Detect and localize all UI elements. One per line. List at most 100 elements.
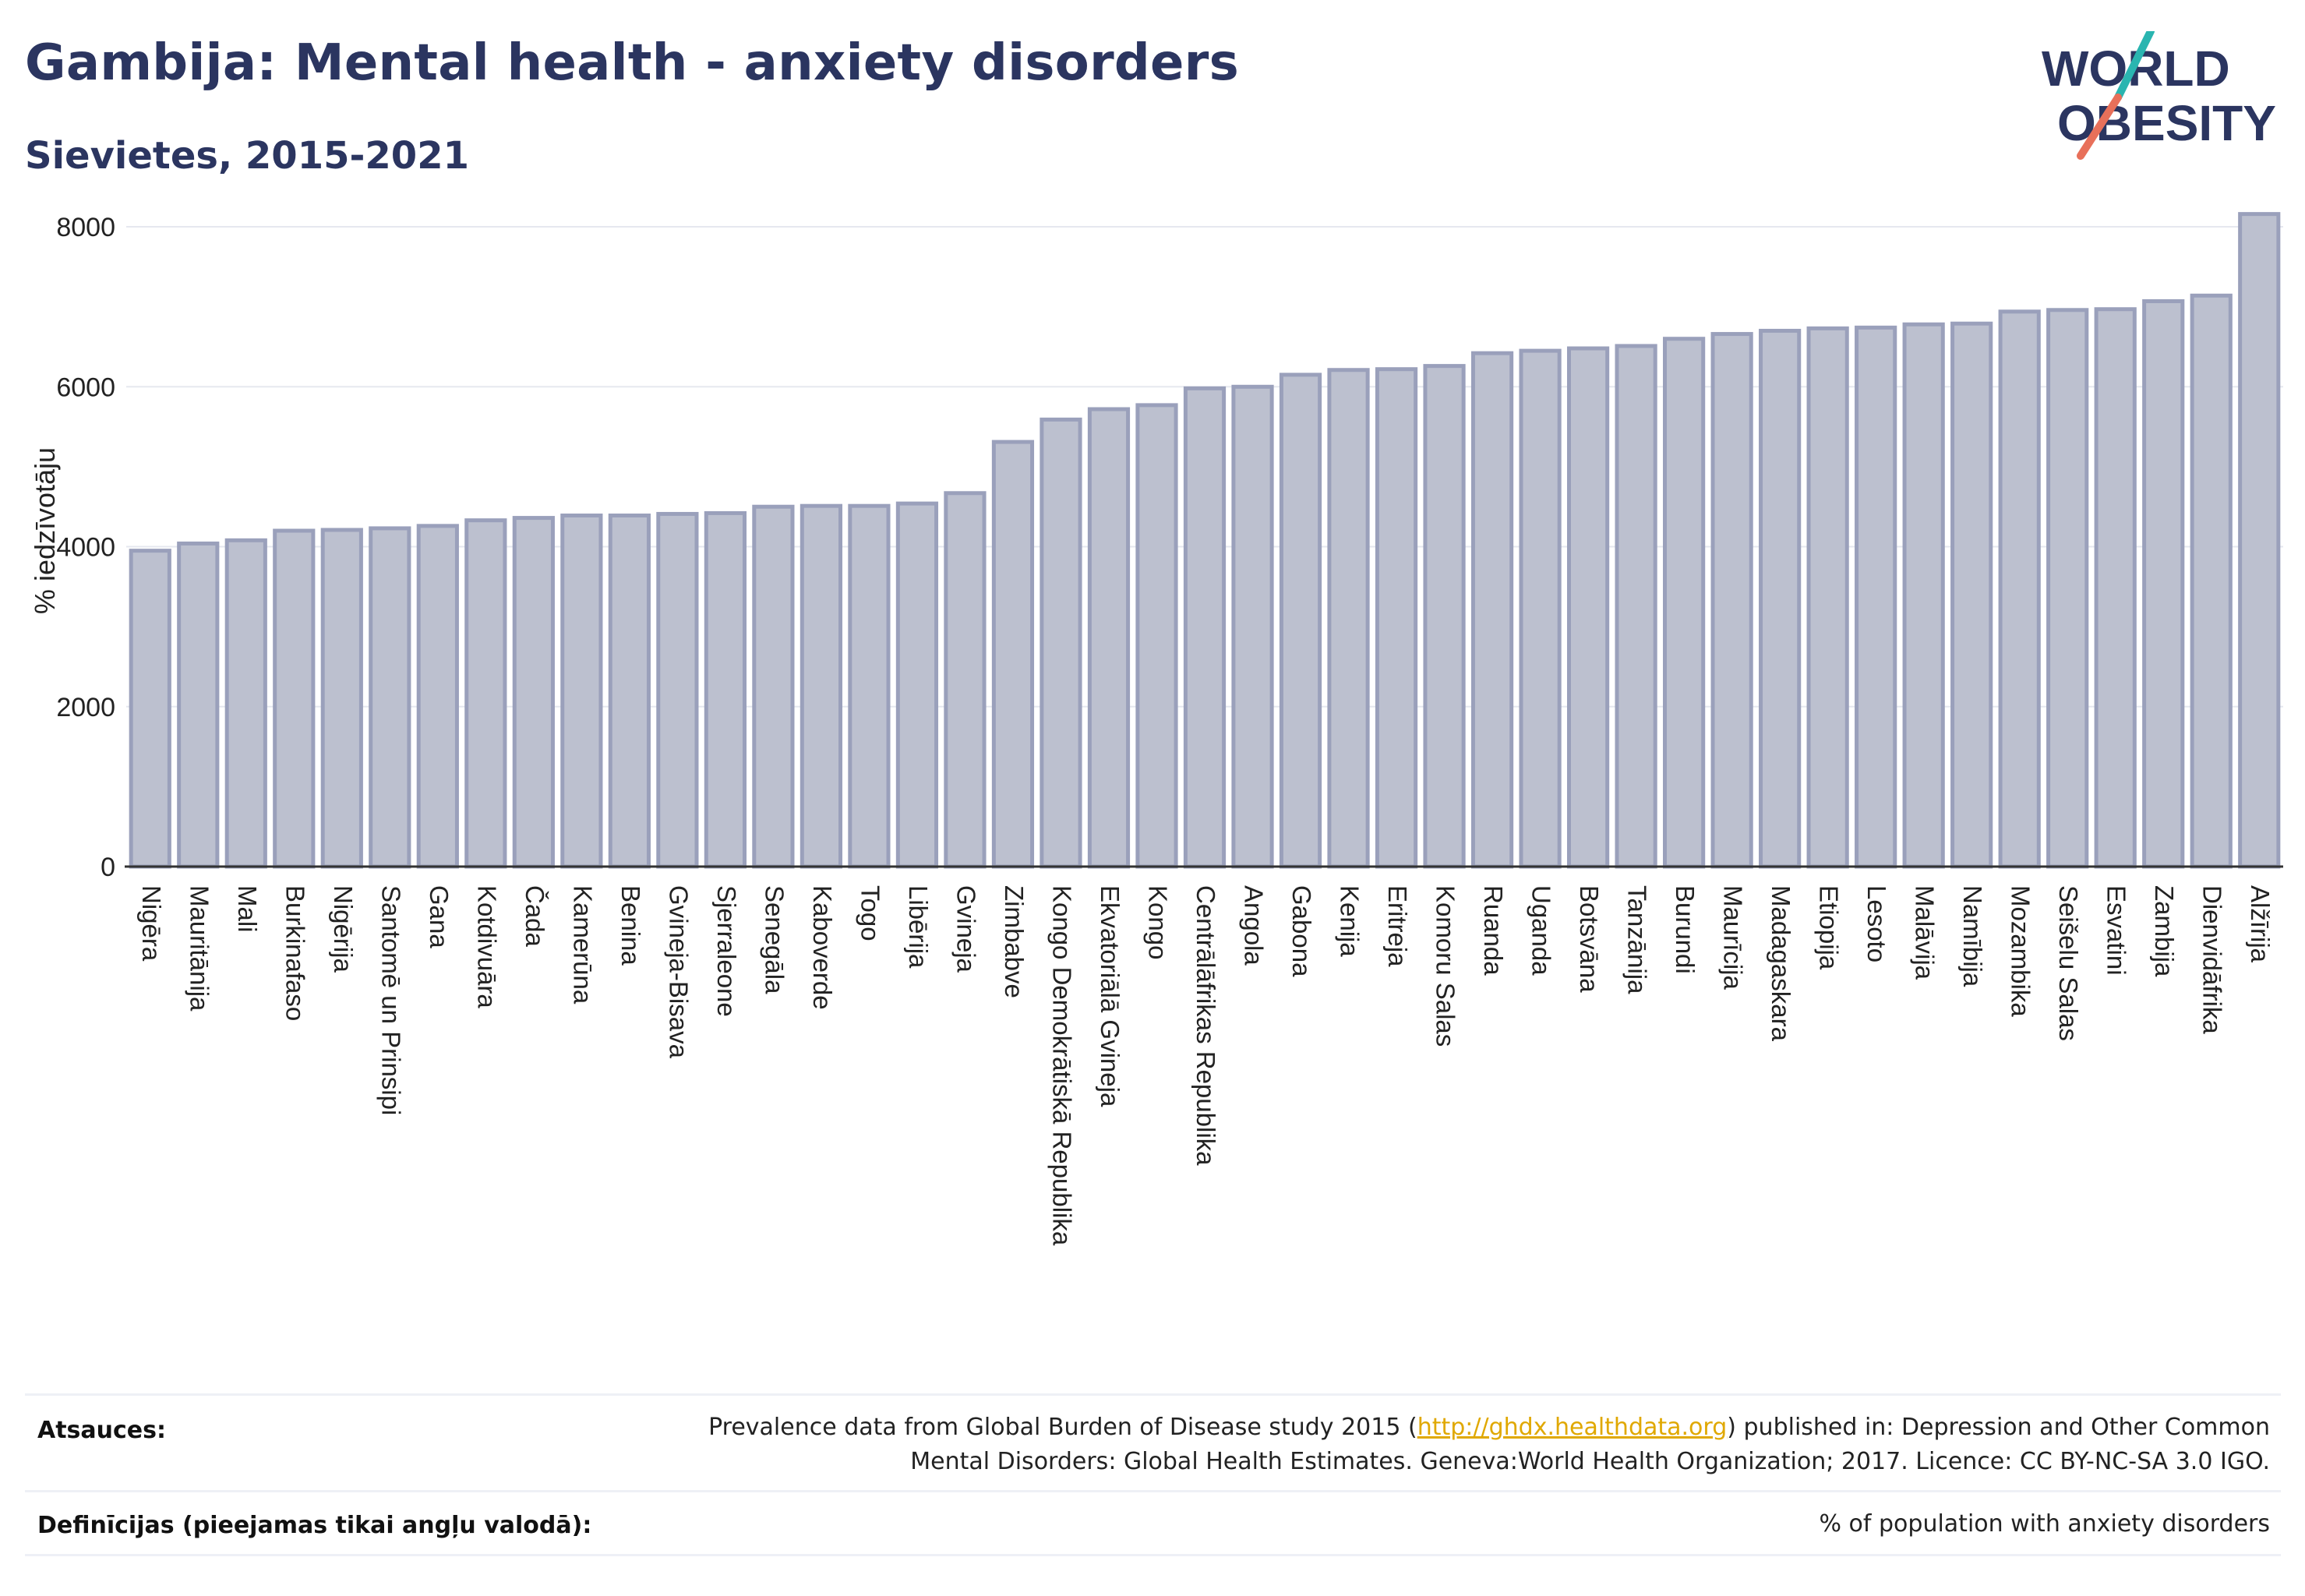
bar xyxy=(369,526,411,869)
logo-slash-teal xyxy=(2114,31,2155,101)
bar xyxy=(2142,298,2185,869)
sources-text-line2: Mental Disorders: Global Health Estimate… xyxy=(910,1448,2270,1475)
y-tick-label: 2000 xyxy=(56,693,115,722)
x-tick-label: Čada xyxy=(521,885,549,948)
x-tick-label: Seišelu Salas xyxy=(2054,885,2083,1041)
bar xyxy=(944,491,987,869)
x-tick-label: Zambija xyxy=(2150,885,2179,977)
page-subtitle: Sievietes, 2015-2021 xyxy=(25,134,469,178)
x-tick-label: Benina xyxy=(616,885,645,966)
bar xyxy=(704,510,747,869)
x-tick-label: Kaboverde xyxy=(808,885,837,1010)
x-tick-label: Gana xyxy=(425,885,454,948)
x-tick-label: Burundi xyxy=(1671,885,1700,974)
x-tick-label: Centrālāfrikas Republika xyxy=(1191,885,1220,1166)
bar xyxy=(1615,344,1657,869)
bar xyxy=(1566,346,1610,869)
bar xyxy=(1470,351,1514,869)
x-tick-label: Lesoto xyxy=(1862,885,1891,962)
sources-text-before: Prevalence data from Global Burden of Di… xyxy=(708,1414,1417,1441)
x-tick-label: Nigērija xyxy=(329,885,358,973)
bar xyxy=(1423,364,1466,869)
bar xyxy=(848,503,891,869)
x-tick-label: Dienvidāfrika xyxy=(2198,885,2227,1034)
x-tick-label: Togo xyxy=(856,885,884,941)
x-tick-label: Komoru Salas xyxy=(1431,885,1460,1047)
bar xyxy=(2238,212,2281,869)
x-tick-label: Libērija xyxy=(904,885,933,969)
sources-text-after: ) published in: Depression and Other Com… xyxy=(1727,1414,2270,1441)
bar xyxy=(320,528,363,869)
x-tick-label: Senegāla xyxy=(760,885,789,994)
bar xyxy=(752,504,795,869)
x-tick-label: Ekvatoriālā Gvineja xyxy=(1096,885,1124,1107)
sources-label: Atsauces: xyxy=(37,1417,166,1444)
x-tick-label: Mauritānija xyxy=(185,885,214,1012)
x-tick-label: Nigēra xyxy=(137,885,166,962)
footer-divider-middle xyxy=(25,1490,2281,1492)
x-tick-label: Gvineja-Bisava xyxy=(664,885,693,1059)
x-tick-label: Kamerūna xyxy=(568,885,597,1005)
sources-link[interactable]: http://ghdx.healthdata.org xyxy=(1417,1414,1728,1441)
x-tick-label: Gvineja xyxy=(951,885,980,973)
bar xyxy=(177,541,220,869)
bar xyxy=(1519,348,1562,869)
bar xyxy=(1998,309,2041,869)
y-tick-label: 6000 xyxy=(56,373,115,402)
x-tick-label: Eritreja xyxy=(1383,885,1412,967)
x-tick-label: Etiopija xyxy=(1815,885,1844,970)
x-tick-label: Mozambika xyxy=(2007,885,2035,1017)
x-tick-label: Kenija xyxy=(1336,885,1364,957)
x-tick-label: Kotdivuāra xyxy=(472,885,501,1008)
x-tick-label: Sjerraleone xyxy=(712,885,741,1017)
y-tick-label: 4000 xyxy=(56,533,115,563)
footer-divider-top xyxy=(25,1393,2281,1396)
y-tick-label: 0 xyxy=(101,853,115,882)
footer-divider-bottom xyxy=(25,1554,2281,1556)
x-tick-label: Botsvāna xyxy=(1575,885,1604,993)
bar xyxy=(1759,328,1802,869)
x-tick-label: Uganda xyxy=(1527,885,1556,976)
bar xyxy=(1279,373,1322,869)
bar xyxy=(416,524,459,869)
bar xyxy=(1087,407,1131,869)
x-tick-label: Namībija xyxy=(1958,885,1987,987)
x-tick-label: Gabona xyxy=(1287,885,1316,977)
bar xyxy=(1231,384,1274,869)
bar xyxy=(1710,332,1753,869)
bar xyxy=(1040,417,1082,869)
bar xyxy=(1902,322,1945,869)
bar xyxy=(1950,321,1993,869)
bar xyxy=(2046,308,2089,869)
x-tick-label: Zimbabve xyxy=(1000,885,1029,998)
bars xyxy=(129,212,2281,869)
x-tick-labels: Nigēra Mauritānija Mali Burkinafaso Nigērija… xyxy=(137,885,2275,1246)
world-obesity-logo: WORLD OBESITY xyxy=(2042,31,2276,160)
bar xyxy=(2190,293,2233,869)
bar xyxy=(1327,368,1370,869)
bar xyxy=(1135,403,1178,869)
x-tick-label: Ruanda xyxy=(1479,885,1508,976)
x-tick-label: Maurīcija xyxy=(1719,885,1748,990)
x-tick-label: Madagaskara xyxy=(1767,885,1795,1042)
bar xyxy=(512,516,555,869)
bar xyxy=(800,503,843,869)
bar xyxy=(1663,337,1706,869)
definitions-label: Definīcijas (pieejamas tikai angļu valod… xyxy=(37,1512,592,1539)
bar xyxy=(1375,367,1418,869)
x-tick-label: Angola xyxy=(1240,885,1269,966)
x-tick-label: Kongo xyxy=(1143,885,1172,959)
bar xyxy=(895,501,939,869)
bar xyxy=(656,511,699,869)
x-tick-label: Mali xyxy=(233,885,262,933)
x-tick-label: Esvatini xyxy=(2102,885,2131,976)
bar xyxy=(129,549,171,869)
bar xyxy=(273,528,316,869)
bar xyxy=(464,518,507,869)
x-tick-label: Malāvija xyxy=(1911,885,1940,980)
y-axis-label: % iedzīvotāju xyxy=(29,447,61,614)
bar xyxy=(2094,307,2137,869)
bar xyxy=(560,514,603,869)
y-tick-label: 8000 xyxy=(56,213,115,242)
